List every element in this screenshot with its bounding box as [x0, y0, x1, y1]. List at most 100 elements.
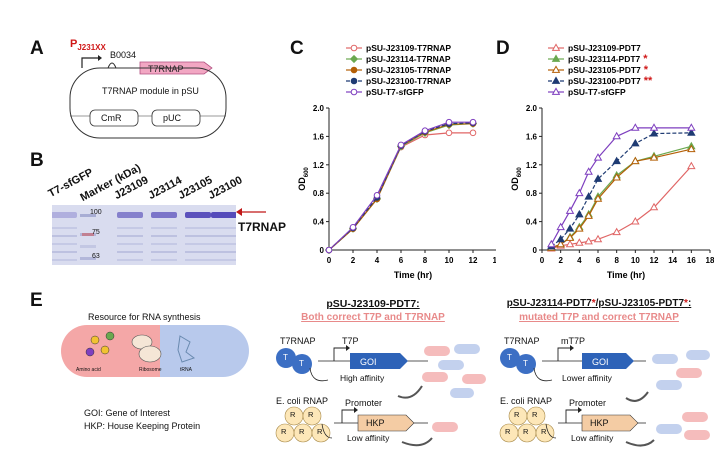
trna-icon [177, 335, 196, 363]
data-point [565, 224, 575, 232]
x-tick-label: 2 [351, 256, 356, 265]
series-line [551, 145, 692, 249]
legend-entry: pSU-T7-sfGFP [568, 87, 626, 97]
background-band [211, 235, 237, 237]
band-arrow-icon [236, 208, 266, 216]
data-point [649, 128, 659, 137]
background-band [211, 259, 237, 261]
protein-band [51, 212, 77, 218]
y-tick-label: 0.8 [526, 189, 538, 198]
background-band [117, 251, 143, 253]
background-band [185, 259, 211, 261]
x-tick-label: 6 [596, 256, 601, 265]
module-label: T7RNAP module in pSU [102, 86, 199, 96]
data-point [584, 192, 593, 200]
lane-labels: T7-sfGFP Marker (kDa) J23109 J23114 J231… [46, 148, 272, 208]
data-point [631, 156, 640, 165]
r-symbol: R [308, 410, 314, 419]
x-tick-label: 10 [445, 256, 454, 265]
legend-entry: pSU-J23100-PDT7 ** [568, 75, 653, 87]
data-point [556, 234, 565, 243]
data-point [687, 123, 696, 131]
x-tick-label: 14 [493, 256, 496, 265]
marker-kda-63: 63 [92, 253, 100, 260]
marker-kda-75: 75 [92, 229, 100, 236]
goi-label: GOI [592, 357, 609, 367]
high-affinity-label: High affinity [340, 373, 385, 383]
data-point [593, 174, 603, 182]
promoter-label: PJ231XX [70, 38, 106, 53]
r-symbol: R [532, 410, 538, 419]
lower-affinity-label: Lower affinity [562, 373, 612, 383]
data-point [575, 238, 584, 246]
legend-entry: pSU-J23109-PDT7 [568, 43, 641, 53]
x-tick-label: 2 [558, 256, 563, 265]
data-point [584, 167, 593, 175]
series-line [550, 127, 692, 245]
cell-label-trna: tRNA [180, 367, 192, 373]
protein-band [151, 212, 177, 218]
data-point [593, 194, 603, 202]
panel-e-letter: E [30, 290, 43, 311]
background-band [117, 243, 143, 245]
background-band [151, 235, 177, 237]
x-tick-label: 0 [327, 256, 332, 265]
sds-gel: 100 75 63 [51, 205, 237, 265]
data-point [556, 222, 565, 231]
panel-d-letter: D [496, 38, 510, 59]
protein-band [185, 212, 211, 218]
y-tick-label: 2.0 [526, 104, 538, 113]
data-point [584, 236, 593, 245]
y-axis-label: OD600 [297, 167, 310, 191]
marker-band [80, 214, 96, 217]
r-symbol: R [523, 427, 529, 436]
data-point [575, 188, 584, 197]
panel-b-letter: B [30, 150, 44, 171]
data-point [649, 153, 659, 161]
data-point [687, 128, 696, 136]
cell-label-ribosome: Ribosome [139, 367, 162, 373]
data-point [631, 216, 640, 225]
significance-stars: ** [644, 75, 653, 87]
panel-c-letter: C [290, 38, 304, 59]
data-point [373, 192, 381, 199]
background-band [185, 243, 211, 245]
mt7p-label: mT7P [561, 336, 586, 346]
x-tick-label: 14 [668, 256, 677, 265]
data-point [612, 172, 621, 181]
background-band [117, 235, 143, 237]
background-band [117, 259, 143, 261]
data-point [687, 144, 696, 153]
background-band [185, 251, 211, 253]
data-point [565, 206, 575, 214]
t7rnap-gene-label: T7RNAP [148, 64, 184, 74]
protein-band [117, 212, 143, 218]
marker-band [80, 257, 96, 260]
x-tick-label: 0 [540, 256, 545, 265]
significance-stars: * [643, 53, 648, 65]
x-tick-label: 10 [631, 256, 640, 265]
data-point [612, 227, 621, 236]
data-point [631, 123, 640, 131]
lane-label: J23114 [146, 174, 184, 202]
goi-label: GOI [360, 357, 377, 367]
data-point [350, 88, 358, 96]
legend-entry: pSU-J23114-PDT7 * [568, 53, 648, 65]
x-tick-label: 8 [614, 256, 619, 265]
data-point [551, 43, 561, 51]
background-band [117, 227, 143, 229]
data-point [397, 141, 405, 149]
data-point [593, 153, 603, 161]
t7rnap-symbol: T [299, 359, 304, 368]
data-point [547, 239, 556, 248]
r-symbol: R [290, 410, 296, 419]
y-tick-label: 2.0 [313, 104, 325, 113]
data-point [551, 65, 561, 73]
y-tick-label: 1.6 [526, 132, 538, 141]
data-point [551, 87, 561, 95]
data-point [649, 123, 659, 131]
background-band [51, 251, 77, 253]
data-point [349, 54, 359, 64]
data-point [556, 239, 565, 248]
t7rnap-label: T7RNAP [504, 336, 540, 346]
